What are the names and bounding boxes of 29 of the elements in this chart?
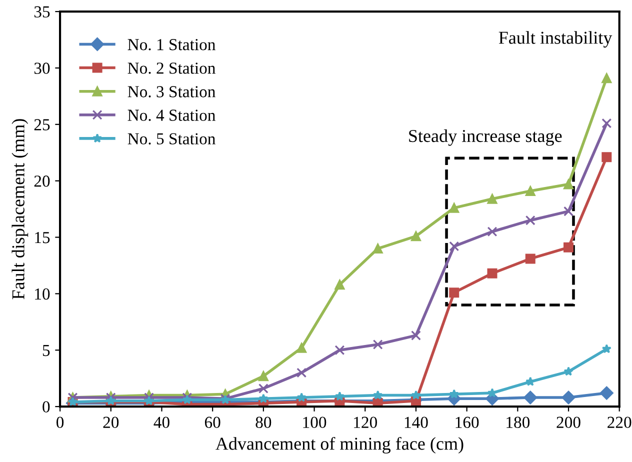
annotation: Fault instability — [498, 31, 612, 48]
x-tick-label: 20 — [103, 416, 119, 428]
y-tick-label: 0 — [42, 401, 50, 413]
x-tick-label: 120 — [354, 416, 377, 428]
legend-label: No. 2 Station — [128, 62, 216, 74]
y-tick-label: 35 — [34, 6, 50, 18]
x-tick-label: 200 — [556, 416, 580, 428]
x-tick-label: 60 — [204, 416, 220, 428]
legend-label: No. 1 Station — [128, 39, 216, 50]
y-axis-title: Fault displacement (mm) — [12, 119, 28, 300]
annotation: Steady increase stage — [409, 129, 562, 146]
y-tick-label: 10 — [35, 288, 50, 300]
y-tick-label: 20 — [34, 176, 50, 187]
x-axis-title: Advancement of mining face (cm) — [216, 436, 464, 454]
y-tick-label: 25 — [34, 119, 50, 130]
x-tick-label: 220 — [608, 416, 632, 428]
legend-label: No. 3 Station — [128, 86, 216, 98]
x-tick-label: 40 — [154, 416, 170, 428]
legend-label: No. 5 Station — [128, 133, 216, 144]
x-tick-label: 180 — [506, 416, 530, 428]
y-tick-label: 5 — [42, 345, 50, 356]
x-tick-label: 140 — [404, 416, 428, 428]
y-tick-label: 15 — [35, 232, 50, 244]
x-tick-label: 0 — [56, 416, 64, 428]
x-tick-label: 100 — [303, 416, 326, 428]
x-tick-label: 160 — [456, 416, 479, 428]
y-tick-label: 30 — [34, 62, 50, 74]
legend-label: No. 4 Station — [128, 110, 216, 121]
x-tick-label: 80 — [256, 416, 272, 428]
